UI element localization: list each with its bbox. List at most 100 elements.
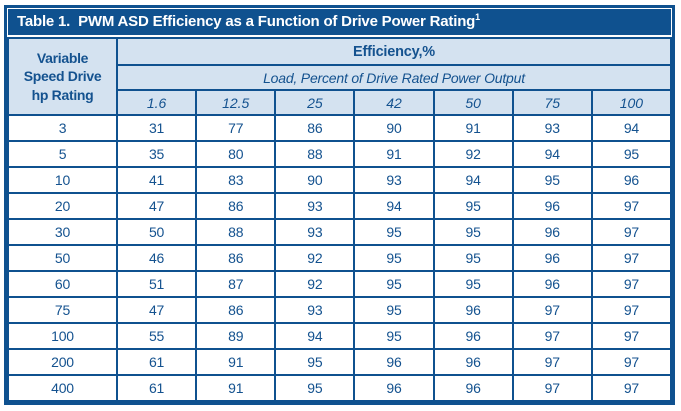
efficiency-value-cell: 94 — [274, 322, 356, 350]
hp-rating-cell: 100 — [7, 322, 118, 350]
table-row: 20 47 86 93 94 95 96 97 — [7, 192, 673, 220]
efficiency-value-cell: 97 — [590, 270, 673, 298]
efficiency-value-cell: 96 — [353, 374, 435, 402]
efficiency-value-cell: 95 — [511, 166, 593, 194]
efficiency-value-cell: 91 — [195, 374, 277, 402]
load-level-header: 42 — [353, 89, 435, 116]
table-row: 30 50 88 93 95 95 96 97 — [7, 218, 673, 246]
efficiency-value-cell: 90 — [353, 114, 435, 142]
efficiency-value-cell: 93 — [274, 218, 356, 246]
efficiency-value-cell: 46 — [115, 244, 198, 272]
efficiency-value-cell: 94 — [353, 192, 435, 220]
table-row: 60 51 87 92 95 95 96 97 — [7, 270, 673, 298]
header-row-load: Load, Percent of Drive Rated Power Outpu… — [8, 64, 672, 91]
efficiency-value-cell: 47 — [115, 296, 198, 324]
efficiency-value-cell: 95 — [274, 348, 356, 376]
efficiency-value-cell: 95 — [353, 296, 435, 324]
efficiency-value-cell: 88 — [274, 140, 356, 168]
efficiency-value-cell: 95 — [432, 270, 514, 298]
efficiency-value-cell: 90 — [274, 166, 356, 194]
efficiency-value-cell: 51 — [115, 270, 198, 298]
efficiency-value-cell: 97 — [590, 244, 673, 272]
efficiency-value-cell: 55 — [115, 322, 198, 350]
efficiency-value-cell: 91 — [353, 140, 435, 168]
efficiency-value-cell: 92 — [274, 244, 356, 272]
table-body: 3 31 77 86 90 91 93 94 5 35 80 88 91 92 94 95 10 41 83 90 93… — [7, 114, 673, 402]
efficiency-value-cell: 95 — [353, 270, 435, 298]
table-title-footnote-marker: 1 — [475, 12, 480, 22]
efficiency-value-cell: 88 — [195, 218, 277, 246]
efficiency-table-container: Table 1. PWM ASD Efficiency as a Functio… — [4, 5, 675, 405]
efficiency-value-cell: 96 — [511, 244, 593, 272]
efficiency-value-cell: 97 — [590, 192, 673, 220]
efficiency-value-cell: 93 — [274, 296, 356, 324]
load-level-header: 25 — [274, 89, 356, 116]
efficiency-value-cell: 35 — [115, 140, 198, 168]
efficiency-value-cell: 97 — [511, 348, 593, 376]
table-title: Table 1. PWM ASD Efficiency as a Functio… — [17, 13, 476, 30]
hp-rating-cell: 400 — [7, 374, 118, 402]
efficiency-value-cell: 77 — [195, 114, 277, 142]
efficiency-value-cell: 41 — [115, 166, 198, 194]
table-row: 200 61 91 95 96 96 97 97 — [7, 348, 673, 376]
efficiency-value-cell: 86 — [195, 244, 277, 272]
efficiency-value-cell: 93 — [353, 166, 435, 194]
efficiency-value-cell: 97 — [511, 374, 593, 402]
hp-rating-cell: 60 — [7, 270, 118, 298]
hp-rating-cell: 3 — [7, 114, 118, 142]
efficiency-value-cell: 97 — [511, 296, 593, 324]
load-level-header: 100 — [590, 89, 673, 116]
table-row: 400 61 91 95 96 96 97 97 — [7, 374, 673, 402]
row-header-variable-speed-drive: Variable Speed Drive hp Rating — [7, 37, 118, 116]
efficiency-value-cell: 86 — [274, 114, 356, 142]
efficiency-value-cell: 93 — [274, 192, 356, 220]
efficiency-value-cell: 96 — [432, 296, 514, 324]
header-row-efficiency: Variable Speed Drive hp Rating Efficienc… — [7, 37, 672, 116]
efficiency-value-cell: 97 — [590, 374, 673, 402]
efficiency-value-cell: 96 — [590, 166, 673, 194]
efficiency-value-cell: 61 — [115, 348, 198, 376]
efficiency-value-cell: 86 — [195, 192, 277, 220]
efficiency-value-cell: 95 — [432, 192, 514, 220]
efficiency-value-cell: 97 — [590, 296, 673, 324]
hp-rating-cell: 200 — [7, 348, 118, 376]
efficiency-value-cell: 95 — [274, 374, 356, 402]
table-header: Variable Speed Drive hp Rating Efficienc… — [7, 37, 673, 116]
table-row: 100 55 89 94 95 96 97 97 — [7, 322, 673, 350]
efficiency-value-cell: 95 — [590, 140, 673, 168]
efficiency-header: Efficiency,% — [116, 37, 672, 66]
efficiency-value-cell: 87 — [195, 270, 277, 298]
efficiency-value-cell: 94 — [511, 140, 593, 168]
efficiency-value-cell: 95 — [432, 218, 514, 246]
load-level-header: 1.6 — [115, 89, 198, 116]
load-level-header: 12.5 — [195, 89, 277, 116]
hp-rating-cell: 30 — [7, 218, 118, 246]
hp-rating-cell: 20 — [7, 192, 118, 220]
header-row-load-levels: 1.6 12.5 25 42 50 75 100 — [8, 89, 673, 116]
efficiency-table: Variable Speed Drive hp Rating Efficienc… — [7, 37, 673, 402]
table-row: 50 46 86 92 95 95 96 97 — [7, 244, 673, 272]
table-row: 10 41 83 90 93 94 95 96 — [7, 166, 673, 194]
efficiency-value-cell: 96 — [511, 192, 593, 220]
hp-rating-cell: 10 — [7, 166, 118, 194]
efficiency-value-cell: 92 — [432, 140, 514, 168]
efficiency-value-cell: 96 — [432, 374, 514, 402]
efficiency-value-cell: 91 — [432, 114, 514, 142]
efficiency-value-cell: 92 — [274, 270, 356, 298]
efficiency-value-cell: 97 — [590, 218, 673, 246]
efficiency-value-cell: 94 — [590, 114, 673, 142]
efficiency-value-cell: 86 — [195, 296, 277, 324]
efficiency-value-cell: 96 — [432, 348, 514, 376]
table-row: 75 47 86 93 95 96 97 97 — [7, 296, 673, 324]
load-level-header: 50 — [432, 89, 514, 116]
efficiency-value-cell: 97 — [590, 322, 673, 350]
efficiency-value-cell: 96 — [432, 322, 514, 350]
efficiency-value-cell: 96 — [511, 270, 593, 298]
load-header: Load, Percent of Drive Rated Power Outpu… — [116, 64, 672, 91]
efficiency-value-cell: 95 — [353, 244, 435, 272]
efficiency-value-cell: 83 — [195, 166, 277, 194]
hp-rating-cell: 5 — [7, 140, 118, 168]
efficiency-value-cell: 96 — [353, 348, 435, 376]
efficiency-value-cell: 95 — [353, 218, 435, 246]
efficiency-value-cell: 97 — [511, 322, 593, 350]
